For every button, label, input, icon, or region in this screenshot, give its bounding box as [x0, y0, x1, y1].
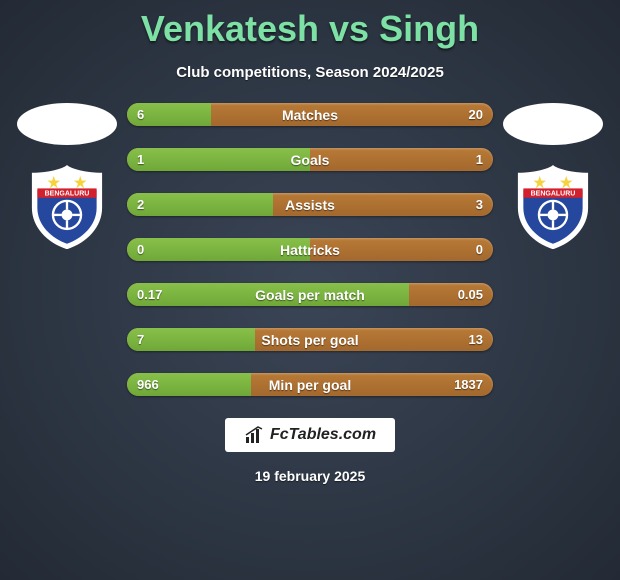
brand-badge: FcTables.com — [225, 418, 395, 452]
stat-bar: 966 Min per goal 1837 — [127, 373, 493, 396]
stat-label: Hattricks — [280, 242, 340, 258]
stat-label: Shots per goal — [261, 332, 358, 348]
date-text: 19 february 2025 — [0, 468, 620, 484]
left-flag — [17, 103, 117, 145]
stat-value-right: 20 — [469, 107, 483, 122]
comparison-container: BENGALURU 6 Matches 20 1 Goals 1 2 Assists 3 0 Hat… — [0, 103, 620, 396]
stat-label: Matches — [282, 107, 338, 123]
stat-bar: 2 Assists 3 — [127, 193, 493, 216]
brand-text: FcTables.com — [270, 426, 376, 444]
stat-bar: 1 Goals 1 — [127, 148, 493, 171]
left-side: BENGALURU — [17, 103, 117, 249]
stat-label: Goals — [291, 152, 330, 168]
stat-value-left: 1 — [137, 152, 144, 167]
stat-value-left: 7 — [137, 332, 144, 347]
stat-bar: 6 Matches 20 — [127, 103, 493, 126]
brand-chart-icon — [244, 425, 264, 445]
right-flag — [503, 103, 603, 145]
stat-bar: 0.17 Goals per match 0.05 — [127, 283, 493, 306]
stat-value-left: 6 — [137, 107, 144, 122]
crest-text: BENGALURU — [531, 190, 576, 197]
stat-label: Assists — [285, 197, 335, 213]
stat-bar: 0 Hattricks 0 — [127, 238, 493, 261]
stats-bars: 6 Matches 20 1 Goals 1 2 Assists 3 0 Hattricks 0 0.1… — [127, 103, 493, 396]
stat-value-right: 13 — [469, 332, 483, 347]
stat-value-right: 1 — [476, 152, 483, 167]
left-club-crest: BENGALURU — [28, 165, 106, 249]
subtitle: Club competitions, Season 2024/2025 — [0, 64, 620, 81]
crest-text: BENGALURU — [45, 190, 90, 197]
stat-value-left: 2 — [137, 197, 144, 212]
stat-value-left: 0 — [137, 242, 144, 257]
stat-bar-fill-left — [127, 193, 273, 216]
stat-value-right: 0.05 — [458, 287, 483, 302]
stat-value-right: 0 — [476, 242, 483, 257]
page-title: Venkatesh vs Singh — [0, 0, 620, 50]
stat-value-left: 0.17 — [137, 287, 162, 302]
right-club-crest: BENGALURU — [514, 165, 592, 249]
stat-bar-fill-left — [127, 148, 310, 171]
stat-bar: 7 Shots per goal 13 — [127, 328, 493, 351]
stat-value-right: 1837 — [454, 377, 483, 392]
stat-value-right: 3 — [476, 197, 483, 212]
stat-label: Goals per match — [255, 287, 365, 303]
stat-value-left: 966 — [137, 377, 159, 392]
stat-label: Min per goal — [269, 377, 351, 393]
stat-bar-fill-left — [127, 328, 255, 351]
right-side: BENGALURU — [503, 103, 603, 249]
